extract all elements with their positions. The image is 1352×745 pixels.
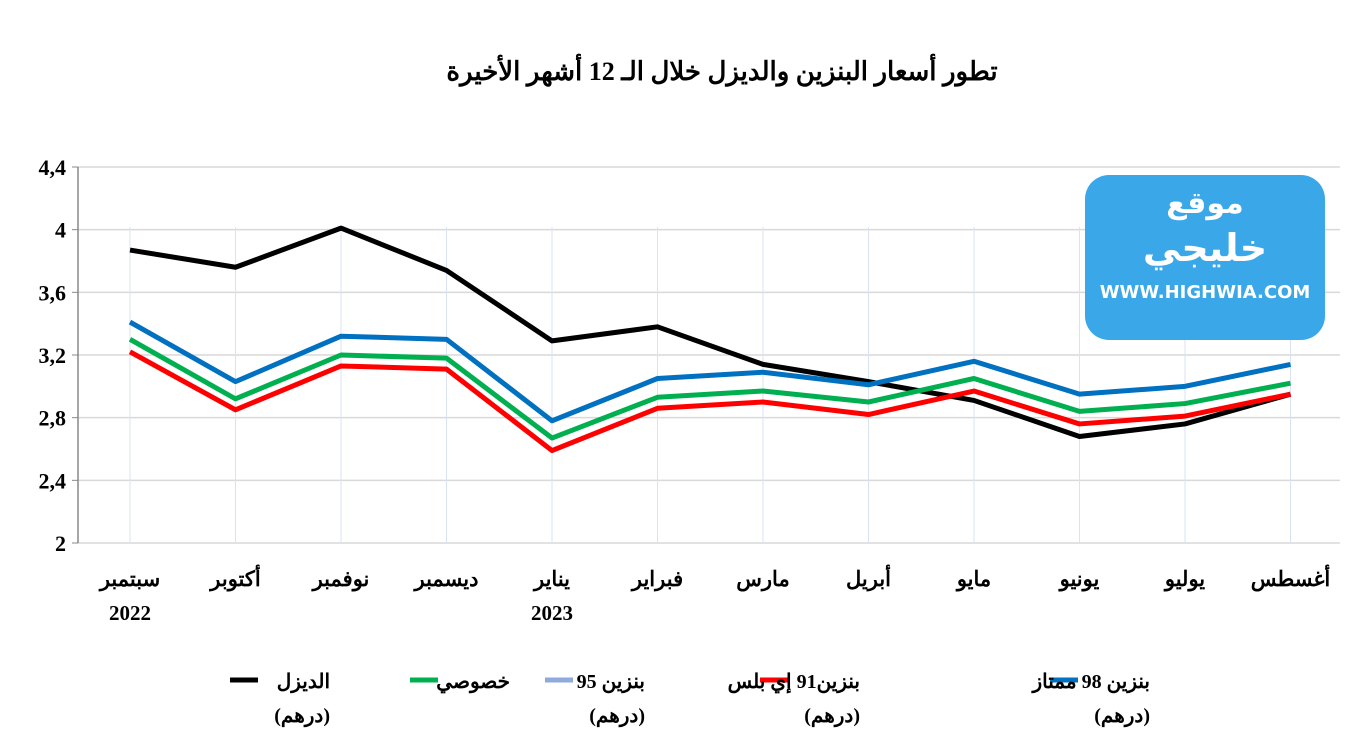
y-tick-label: 3,6 — [39, 280, 67, 305]
series-line-ff0000 — [128, 349, 1292, 454]
legend-label: بنزين91 إي بلس — [728, 671, 860, 694]
x-tick-label: نوفمبر — [311, 567, 370, 592]
x-tick-label: ديسمبر — [413, 567, 479, 592]
watermark-url: WWW.HIGHWIA.COM — [1099, 282, 1311, 303]
y-tick-label: 3,2 — [39, 343, 67, 368]
x-tick-label: فبراير — [630, 567, 683, 592]
watermark-logo: موقع خليجي WWW.HIGHWIA.COM — [1085, 175, 1325, 340]
x-tick-label: أغسطس — [1251, 564, 1331, 592]
series-line-0070c0 — [128, 319, 1292, 424]
legend-label: خصوصي — [436, 671, 510, 694]
watermark-line2: خليجي — [1142, 226, 1268, 270]
legend-unit: (درهم) — [589, 705, 645, 728]
legend-label: الديزل — [277, 671, 330, 694]
legend-unit: (درهم) — [274, 705, 330, 728]
y-tick-label: 2 — [55, 531, 66, 556]
y-tick-label: 4 — [55, 218, 66, 243]
x-tick-label: أكتوبر — [208, 564, 261, 592]
x-tick-year: 2023 — [531, 601, 573, 625]
x-tick-label: يونيو — [1058, 567, 1100, 592]
legend-label: بنزين 95 — [577, 671, 645, 694]
legend-unit: (درهم) — [1094, 705, 1150, 728]
watermark-line1: موقع — [1166, 186, 1244, 221]
x-tick-label: يناير — [532, 567, 570, 592]
series-line-00b050 — [128, 337, 1291, 441]
legend-unit: (درهم) — [804, 705, 860, 728]
series-line-000000 — [129, 225, 1292, 439]
legend-label: بنزين 98 ممتاز — [1031, 671, 1151, 694]
y-tick-label: 4,4 — [39, 155, 67, 180]
x-tick-label: يوليو — [1163, 567, 1205, 592]
y-tick-label: 2,8 — [39, 406, 67, 431]
y-tick-label: 2,4 — [39, 468, 67, 493]
x-tick-label: أبريل — [846, 564, 891, 592]
chart-title: تطور أسعار البنزين والديزل خلال الـ 12 أ… — [446, 53, 997, 87]
x-tick-label: مارس — [736, 567, 789, 592]
x-tick-label: مايو — [955, 567, 991, 592]
x-tick-label: سبتمبر — [98, 567, 160, 592]
x-tick-year: 2022 — [109, 601, 151, 625]
